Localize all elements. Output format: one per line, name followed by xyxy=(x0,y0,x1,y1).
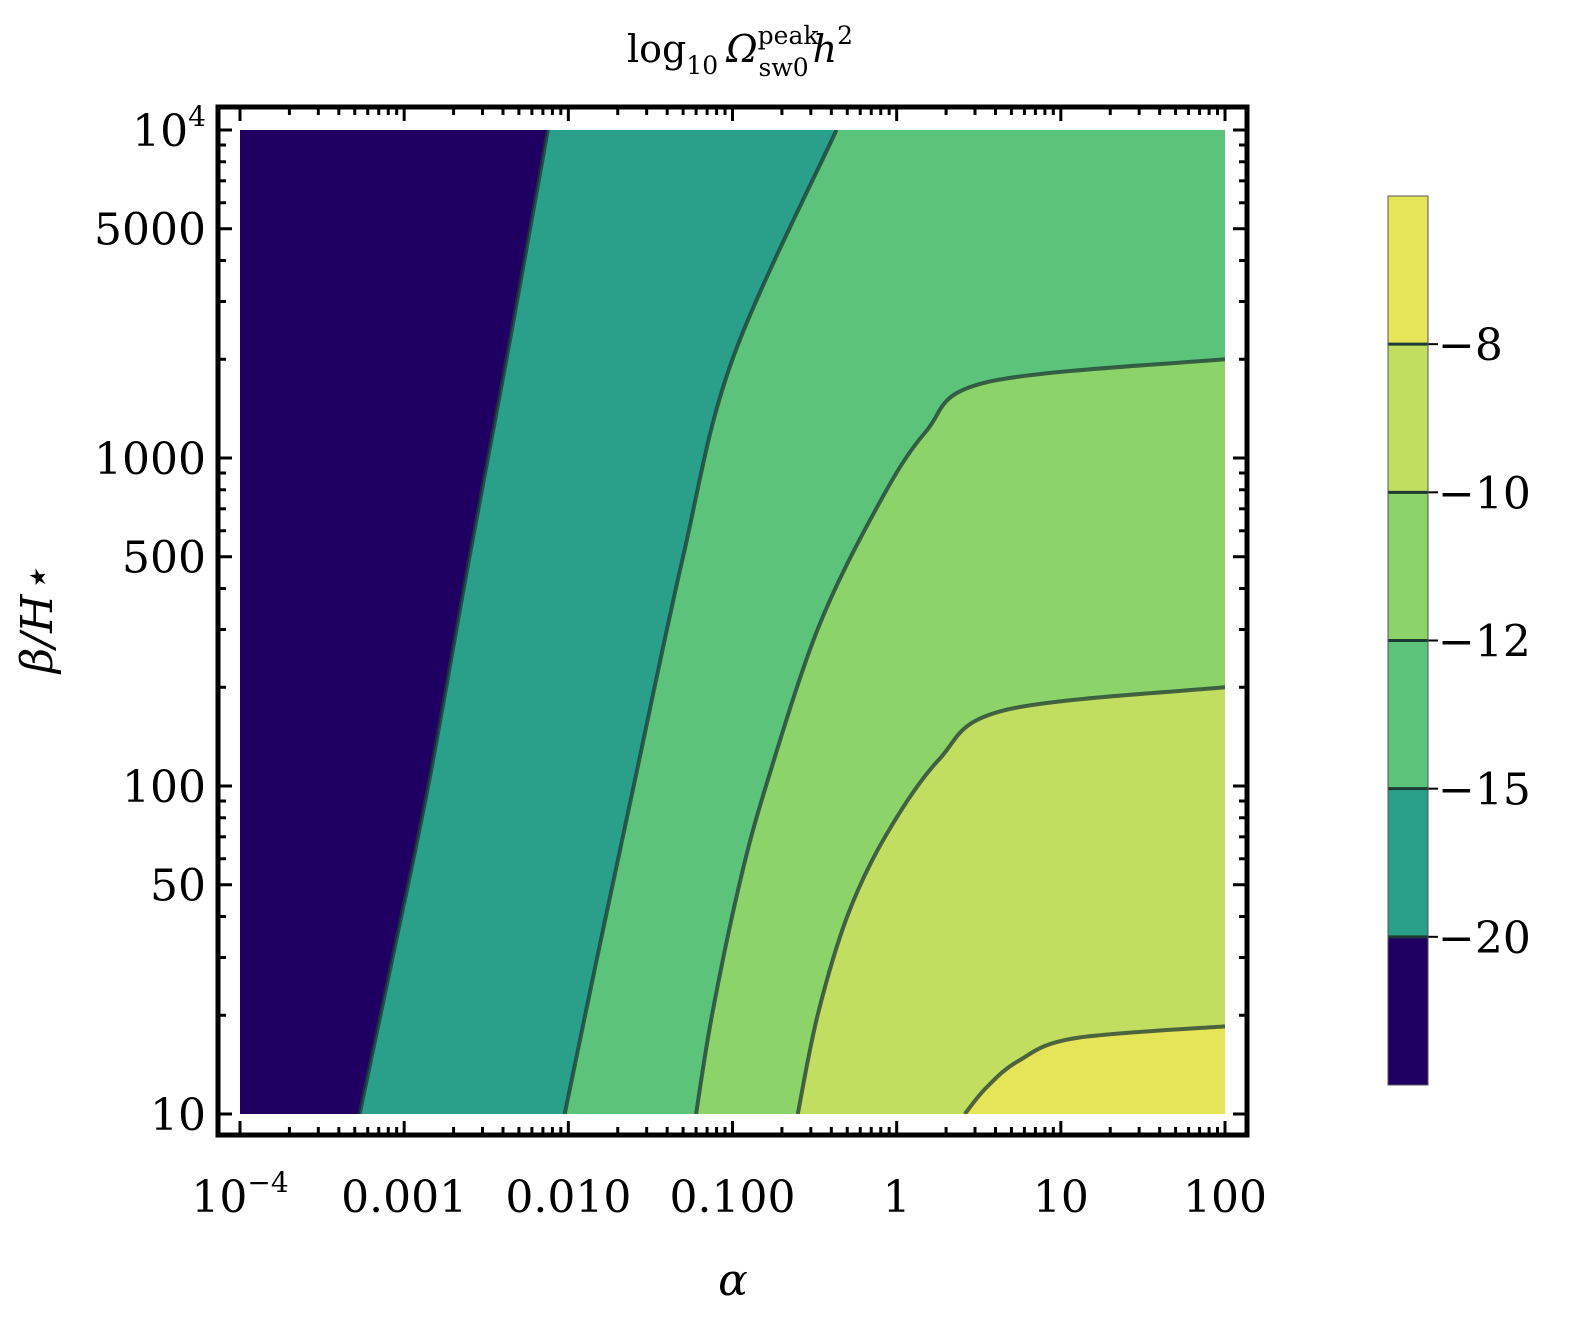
x-tick-label: 0.010 xyxy=(505,1172,631,1223)
colorbar-label: −8 xyxy=(1438,320,1503,371)
colorbar-segment xyxy=(1388,936,1428,1085)
colorbar-label: −15 xyxy=(1438,765,1531,816)
y-axis-title: β/H⋆ xyxy=(12,567,63,675)
x-axis-ticks xyxy=(238,107,1227,1135)
y-tick-label: 104 xyxy=(132,100,206,157)
y-axis-ticks xyxy=(218,128,1247,1116)
x-tick-label: 1 xyxy=(883,1172,911,1223)
region-5 xyxy=(964,1026,1225,1114)
y-tick-label: 5000 xyxy=(94,205,206,256)
x-tick-label: 10−4 xyxy=(191,1166,288,1223)
chart-title: log10 Ωpeak sw0 h2 xyxy=(627,21,853,82)
region-4 xyxy=(797,687,1225,1114)
y-tick-label: 50 xyxy=(150,861,206,912)
contour-line-3 xyxy=(694,357,1225,1114)
colorbar-frame xyxy=(1387,195,1429,1086)
contour-lines xyxy=(357,130,1225,1114)
colorbar-segment xyxy=(1388,640,1428,789)
colorbar-segment xyxy=(1388,344,1428,493)
y-tick-label: 100 xyxy=(122,762,206,813)
y-tick-label: 500 xyxy=(122,533,206,584)
contour-line-4 xyxy=(795,685,1225,1114)
x-tick-label: 10 xyxy=(1033,1172,1089,1223)
colorbar-segment xyxy=(1388,492,1428,641)
colorbar-segment xyxy=(1388,788,1428,937)
contour-line-5 xyxy=(963,1024,1225,1114)
colorbar: −20 −15 −12 −10 −8 xyxy=(1387,195,1531,1086)
y-tick-label: 1000 xyxy=(94,434,206,485)
contour-line-1 xyxy=(357,130,550,1114)
x-axis-tick-labels: 10−4 0.001 0.010 0.100 1 10 100 xyxy=(191,1166,1267,1223)
y-axis-tick-labels: 10 50 100 500 1000 5000 104 xyxy=(94,100,206,1141)
x-tick-label: 0.100 xyxy=(670,1172,796,1223)
colorbar-label: −12 xyxy=(1438,617,1531,668)
x-tick-label: 100 xyxy=(1183,1172,1267,1223)
contour-regions xyxy=(240,130,1225,1114)
colorbar-label: −20 xyxy=(1438,913,1531,964)
colorbar-segment xyxy=(1388,196,1428,345)
x-tick-label: 0.001 xyxy=(341,1172,467,1223)
contour-line-2 xyxy=(562,130,839,1114)
y-tick-label: 10 xyxy=(150,1090,206,1141)
colorbar-label: −10 xyxy=(1438,468,1531,519)
x-axis-title: α xyxy=(718,1255,748,1306)
